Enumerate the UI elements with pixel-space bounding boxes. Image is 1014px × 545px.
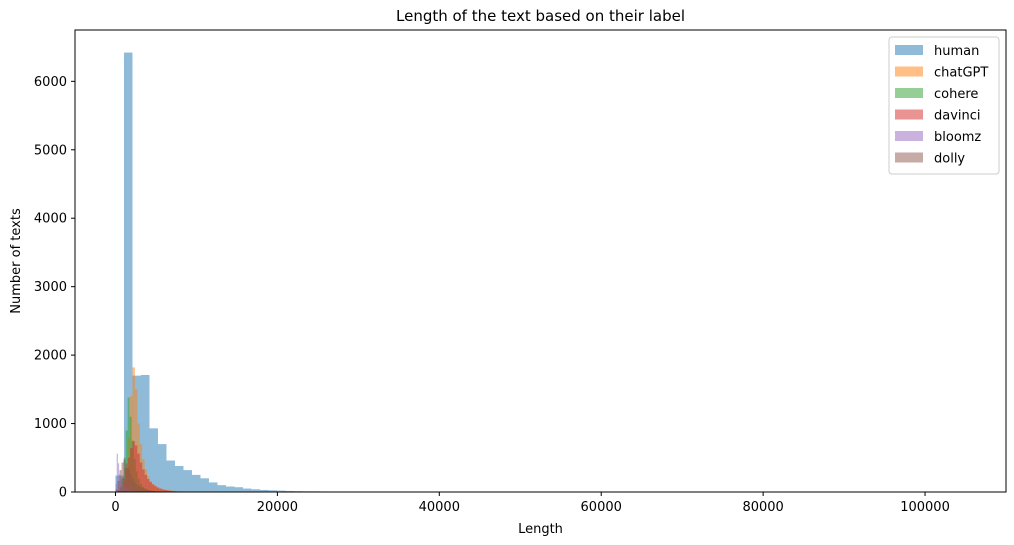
- bar-human: [183, 470, 192, 492]
- y-tick-label: 6000: [34, 75, 67, 90]
- legend-swatch-bloomz: [895, 131, 923, 141]
- x-tick-label: 20000: [257, 500, 298, 515]
- bar-dolly: [132, 478, 134, 492]
- bar-human: [200, 478, 209, 492]
- x-tick-label: 100000: [900, 500, 950, 515]
- legend: human chatGPT cohere davinci bloomz dolly: [889, 37, 999, 174]
- x-axis-label: Length: [518, 522, 563, 537]
- bar-dolly: [130, 474, 132, 492]
- legend-label-chatGPT: chatGPT: [934, 66, 988, 81]
- bar-human: [234, 487, 243, 492]
- legend-label-bloomz: bloomz: [934, 130, 981, 145]
- chart-title: Length of the text based on their label: [396, 7, 685, 25]
- bar-human: [243, 489, 252, 492]
- y-tick-label: 1000: [34, 417, 67, 432]
- legend-label-human: human: [934, 44, 979, 59]
- legend-swatch-human: [895, 45, 923, 55]
- bar-dolly: [136, 484, 138, 492]
- bar-dolly: [120, 470, 122, 492]
- bar-dolly: [128, 469, 130, 492]
- y-tick-label: 2000: [34, 349, 67, 364]
- legend-label-davinci: davinci: [934, 109, 981, 124]
- bar-dolly: [126, 463, 128, 492]
- legend-swatch-cohere: [895, 88, 923, 98]
- plot-frame: [75, 30, 1006, 492]
- bar-human: [209, 482, 218, 492]
- bar-dolly: [138, 486, 140, 492]
- bar-dolly: [134, 482, 136, 492]
- bar-davinci: [157, 488, 159, 492]
- bar-davinci: [159, 489, 161, 492]
- x-tick-label: 40000: [419, 500, 460, 515]
- bar-dolly: [142, 488, 144, 492]
- x-tick-label: 80000: [742, 500, 783, 515]
- x-tick-label: 0: [111, 500, 119, 515]
- bar-dolly: [140, 487, 142, 492]
- legend-label-cohere: cohere: [934, 87, 978, 102]
- legend-swatch-chatGPT: [895, 67, 923, 77]
- bar-davinci: [154, 486, 156, 492]
- bar-human: [217, 485, 226, 492]
- series-human: [115, 53, 965, 492]
- bar-human: [158, 444, 167, 492]
- bar-human: [226, 487, 235, 492]
- bars-layer: [115, 53, 965, 492]
- legend-swatch-dolly: [895, 153, 923, 163]
- y-tick-label: 5000: [34, 143, 67, 158]
- bar-davinci: [152, 484, 154, 492]
- bar-human: [166, 461, 175, 492]
- bar-dolly: [122, 463, 124, 492]
- bar-human: [175, 466, 184, 492]
- bar-dolly: [118, 481, 120, 492]
- axes-layer: 0 20000 40000 60000 80000 100000 0 1000 2000 3000…: [34, 30, 1006, 515]
- bar-dolly: [124, 460, 126, 492]
- legend-label-dolly: dolly: [934, 152, 965, 167]
- y-tick-label: 4000: [34, 212, 67, 227]
- y-axis-label: Number of texts: [9, 208, 24, 314]
- y-tick-label: 3000: [34, 280, 67, 295]
- x-tick-label: 60000: [581, 500, 622, 515]
- y-tick-label: 0: [59, 486, 67, 501]
- bar-human: [192, 475, 201, 492]
- legend-swatch-davinci: [895, 110, 923, 120]
